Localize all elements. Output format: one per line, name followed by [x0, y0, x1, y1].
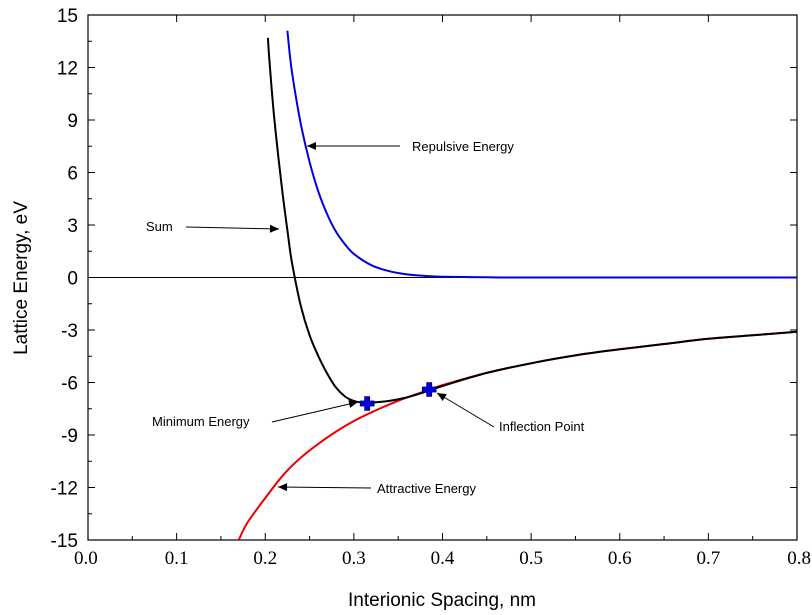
y-tick-label: 6: [67, 164, 78, 185]
arrow-sum: [185, 226, 280, 230]
marker-inflection-point: [421, 382, 437, 397]
y-tick-label: -9: [61, 426, 78, 447]
y-tick-label: 9: [67, 111, 78, 132]
arrow-attractive-energy-head: [278, 483, 288, 492]
annotation-sum: Sum: [146, 219, 173, 234]
x-tick-label: 0.3: [342, 548, 366, 569]
y-axis: 15 12 9 6 3 0 -3 -6 -9 -12 -15: [51, 6, 797, 552]
markers: [359, 382, 437, 411]
x-tick-label: 0.4: [431, 548, 455, 569]
y-tick-label: -3: [61, 321, 78, 342]
series-line-sum: [266, 37, 797, 404]
arrow-attractive-energy: [277, 486, 372, 489]
series-layer: [237, 30, 797, 540]
arrow-inflection-point-head: [437, 393, 447, 402]
annotation-repulsive-energy: Repulsive Energy: [412, 139, 514, 154]
y-tick-label: 15: [57, 6, 78, 27]
x-axis-title: Interionic Spacing, nm: [348, 590, 536, 611]
marker-minimum-energy: [359, 396, 375, 411]
annotations: Repulsive Energy Sum Minimum Energy Infl…: [146, 139, 585, 496]
arrow-sum-head: [269, 224, 279, 233]
annotation-arrows: [185, 142, 495, 492]
y-tick-label: 0: [67, 269, 78, 290]
y-tick-label: -6: [61, 374, 78, 395]
x-tick-label: 0.0: [74, 548, 98, 569]
x-tick-label: 0.8: [787, 548, 811, 569]
arrow-repulsive-energy-head: [307, 142, 316, 150]
y-tick-label: -15: [51, 531, 78, 552]
annotation-inflection-point: Inflection Point: [499, 419, 585, 434]
x-axis: 0.0 0.1 0.2 0.3 0.4 0.5 0.6 0.7 0.8: [74, 15, 811, 569]
x-tick-label: 0.5: [519, 548, 543, 569]
y-tick-label: 3: [67, 216, 78, 237]
y-tick-label: -12: [51, 479, 78, 500]
arrow-minimum-energy-head: [348, 400, 358, 408]
y-tick-label: 12: [57, 59, 78, 80]
x-tick-label: 0.1: [165, 548, 189, 569]
arrow-minimum-energy: [271, 401, 359, 423]
y-axis-title: Lattice Energy, eV: [11, 201, 32, 355]
x-tick-label: 0.7: [697, 548, 721, 569]
x-tick-label: 0.6: [608, 548, 632, 569]
arrow-inflection-point: [436, 392, 495, 428]
series-line-repulsive-energy: [286, 30, 797, 279]
annotation-attractive-energy: Attractive Energy: [377, 481, 476, 496]
x-tick-label: 0.2: [253, 548, 277, 569]
annotation-minimum-energy: Minimum Energy: [152, 414, 250, 429]
